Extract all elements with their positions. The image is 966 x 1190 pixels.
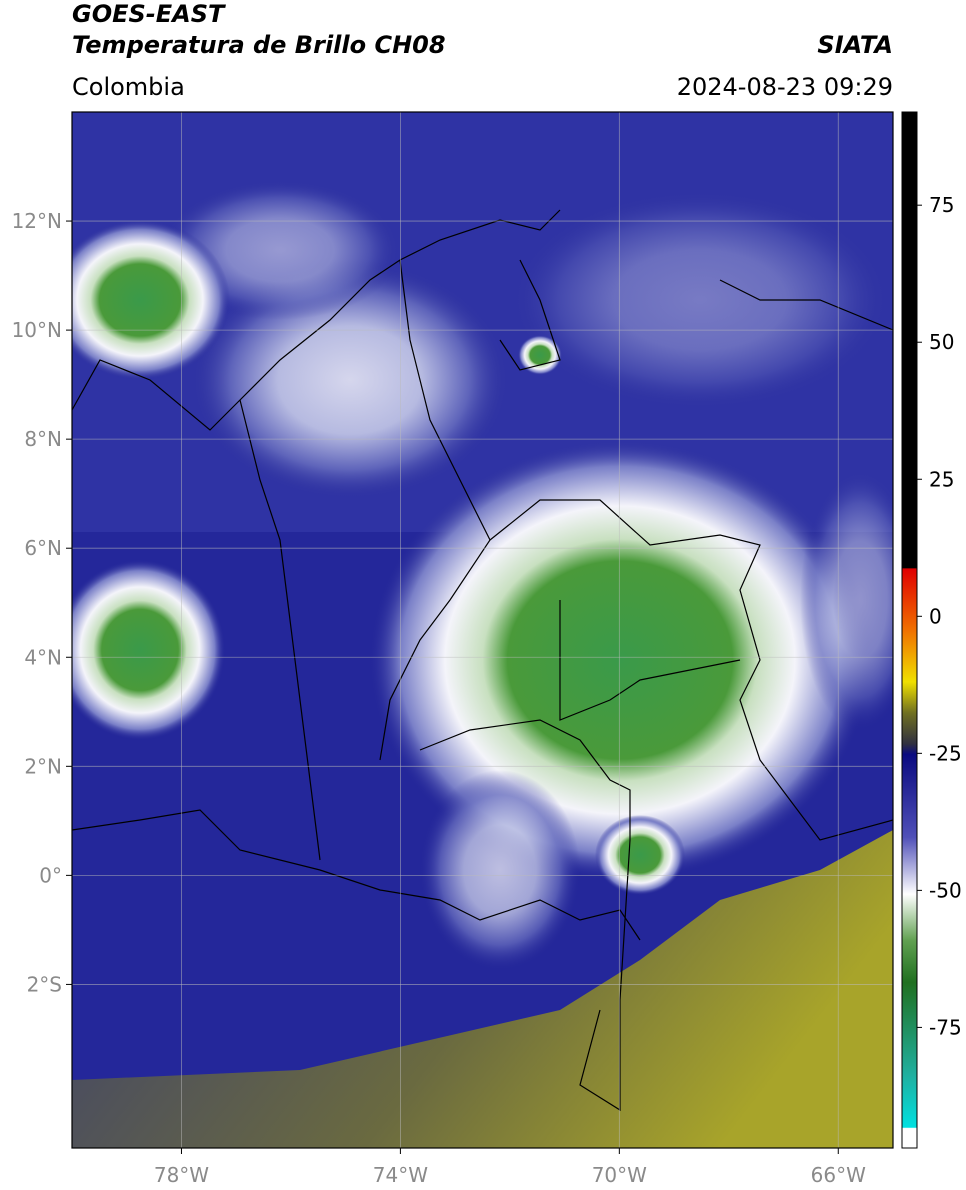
colorbar-tick-label: 75 (929, 193, 954, 217)
x-tick-label: 70°W (592, 1163, 647, 1187)
datetime: 2024-08-23 09:29 (677, 73, 893, 101)
y-tick-label: 6°N (24, 536, 62, 560)
region: Colombia (72, 73, 185, 101)
source: SIATA (817, 31, 893, 59)
y-tick-label: 4°N (24, 645, 62, 669)
colorbar-tick-label: 0 (929, 604, 942, 628)
y-tick-label: 2°N (24, 754, 62, 778)
colorbar-tick-label: 25 (929, 467, 954, 491)
colorbar-tick-label: -75 (929, 1015, 962, 1039)
colorbar-tick-label: -25 (929, 741, 962, 765)
y-tick-label: 0° (39, 863, 62, 887)
map-frame (71, 111, 894, 1149)
y-tick-label: 10°N (12, 318, 62, 342)
y-tick-label: 12°N (12, 209, 62, 233)
y-tick-label: 8°N (24, 427, 62, 451)
y-tick-label: 2°S (27, 972, 62, 996)
x-tick-label: 66°W (811, 1163, 866, 1187)
colorbar-tick-label: 50 (929, 330, 954, 354)
colorbar-tick-label: -50 (929, 878, 962, 902)
satellite-image (72, 112, 893, 1148)
colorbar (901, 111, 918, 1149)
x-tick-label: 74°W (373, 1163, 428, 1187)
subtitle: Temperatura de Brillo CH08 (72, 31, 446, 59)
x-tick-label: 78°W (154, 1163, 209, 1187)
title: GOES-EAST (72, 0, 226, 28)
